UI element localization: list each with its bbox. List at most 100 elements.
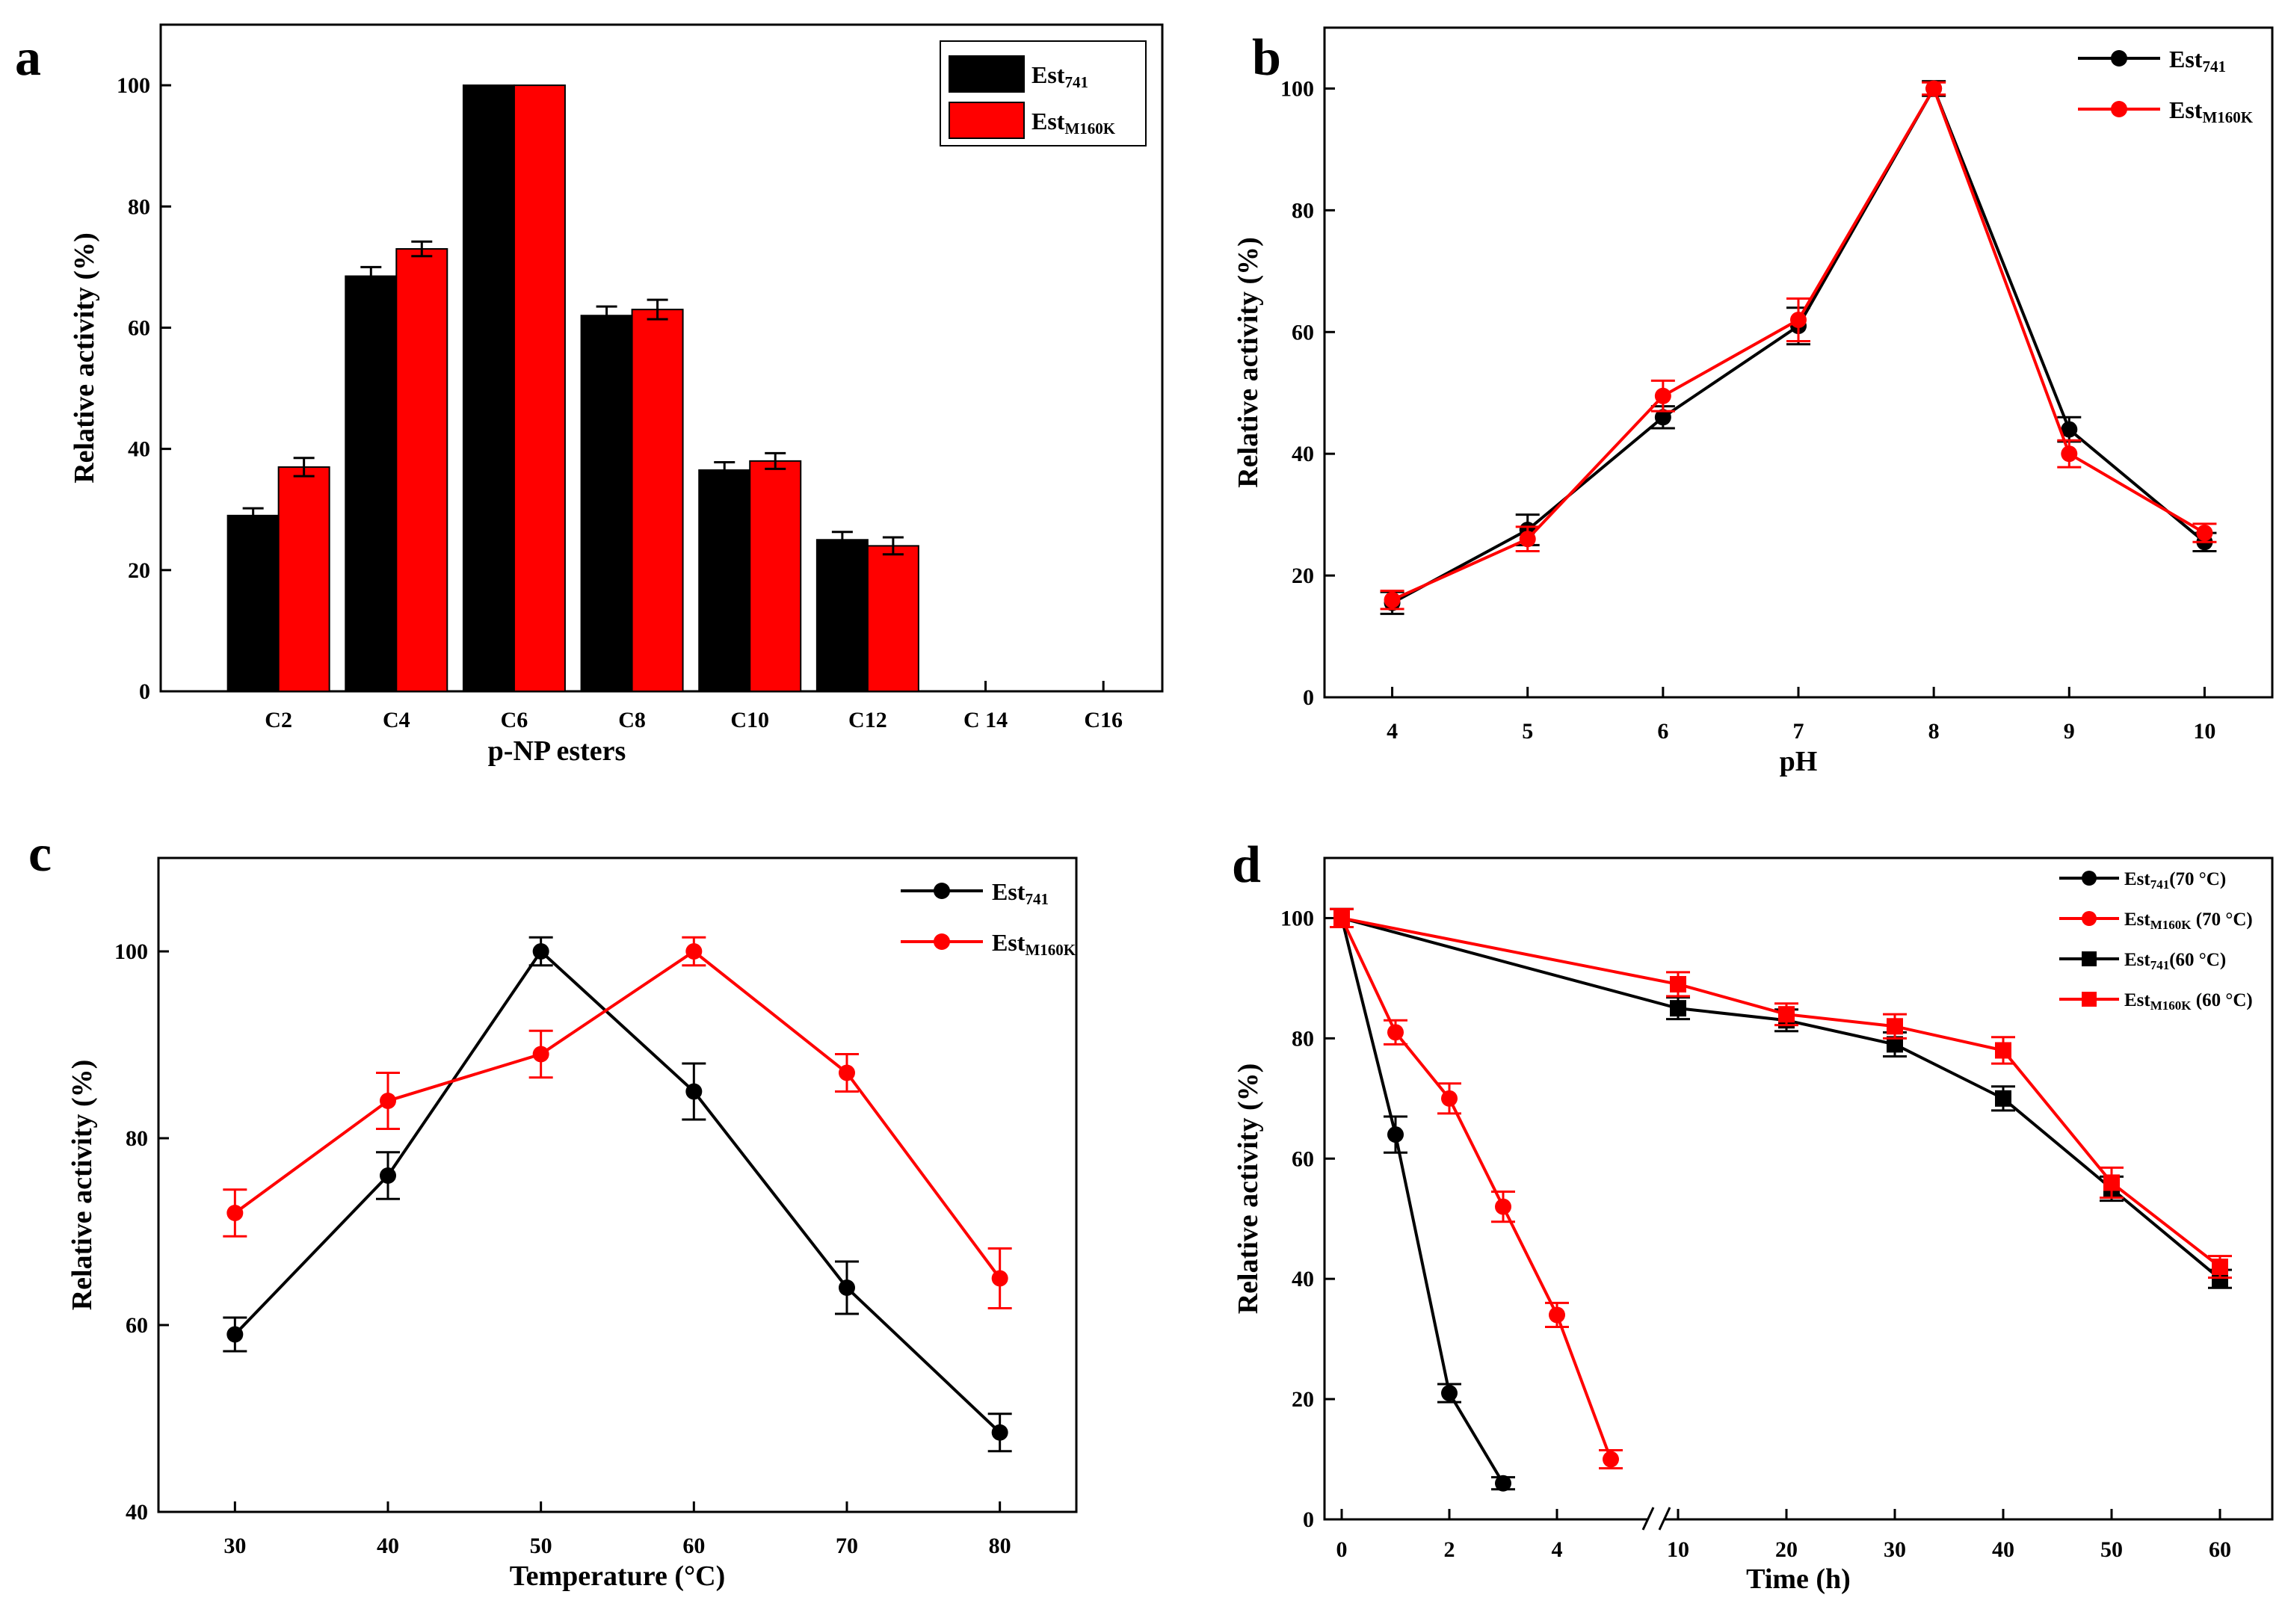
a-y-tick-label: 40 <box>128 437 150 462</box>
d-line-74170C <box>1340 917 1505 1484</box>
a-x-tick-label-C6: C6 <box>501 708 528 732</box>
b-point-M160K-circle-marker <box>2061 445 2078 463</box>
d-line-M160K60C <box>1341 916 2221 1268</box>
a-bar-741-C6 <box>462 84 515 693</box>
a-legend-label-741: Est741 <box>1031 61 1088 91</box>
c-y-tick-label: 40 <box>126 1500 148 1525</box>
d-x-tick-label: 30 <box>1884 1537 1906 1562</box>
d-x-tick-label: 2 <box>1444 1537 1455 1562</box>
b-point-M160K-circle-marker <box>1519 531 1536 548</box>
d-point-M160K-circle-marker <box>1603 1451 1619 1468</box>
d-point-M160K-square-marker <box>1778 1006 1795 1023</box>
c-x-axis-label: Temperature (°C) <box>510 1560 726 1592</box>
d-point-M160K-square-marker <box>1887 1018 1903 1035</box>
b-x-axis-label: pH <box>1780 746 1818 777</box>
d-legend-marker-3-square-marker <box>2082 992 2097 1007</box>
b-y-tick-label: 20 <box>1292 564 1314 588</box>
c-y-tick-label: 80 <box>126 1126 148 1151</box>
b-x-tick-label: 10 <box>2193 719 2215 744</box>
d-axis-break-mark <box>1641 1507 1655 1531</box>
c-legend-label-741: Est741 <box>992 878 1049 908</box>
a-bar-741-C10 <box>698 469 751 692</box>
b-point-M160K-circle-marker <box>1384 591 1401 608</box>
a-bar-M160K-C4 <box>395 248 448 692</box>
d-point-M160K-square-marker <box>1995 1042 2011 1059</box>
panel-letter-c: c <box>28 825 52 883</box>
a-legend-label-M160K: EstM160K <box>1031 108 1116 138</box>
b-legend-marker-741-circle-marker <box>2111 50 2127 67</box>
c-point-M160K-circle-marker <box>991 1270 1008 1287</box>
panel-letter-d: d <box>1232 836 1261 894</box>
c-legend-marker-M160K-circle-marker <box>934 933 950 950</box>
c-line-741 <box>233 948 1002 1434</box>
c-point-741-circle-marker <box>839 1279 855 1296</box>
d-axis-break-gap <box>1648 1504 1665 1534</box>
panel-a-bar-chart: 0 20 40 60 80 100 Relative activity (%) C2 C4 C6 C… <box>69 23 1164 767</box>
d-point-M160K-square-marker <box>2212 1259 2228 1276</box>
c-point-741-circle-marker <box>226 1326 244 1343</box>
c-y-tick-label: 60 <box>126 1313 148 1338</box>
d-y-axis-label: Relative activity (%) <box>1233 1063 1264 1315</box>
d-point-741-circle-marker <box>1495 1475 1511 1492</box>
d-point-741-square-marker <box>1670 1000 1686 1017</box>
c-point-M160K-circle-marker <box>380 1093 396 1109</box>
d-x-axis-label: Time (h) <box>1746 1563 1851 1595</box>
a-bar-741-C4 <box>345 275 398 692</box>
a-x-tick-label-C14: C 14 <box>963 708 1008 732</box>
a-bar-741-C12 <box>815 539 869 692</box>
panel-letter-b: b <box>1252 29 1281 87</box>
b-y-tick-label: 80 <box>1292 198 1314 223</box>
d-legend-label-1: EstM160K (70 °C) <box>2124 910 2253 932</box>
b-point-M160K-circle-marker <box>1925 80 1943 97</box>
d-legend-marker-1-circle-marker <box>2082 911 2097 926</box>
d-x-tick-label: 60 <box>2209 1537 2231 1562</box>
d-point-741-square-marker <box>1995 1090 2011 1107</box>
b-y-tick-label: 40 <box>1292 442 1314 466</box>
b-legend-marker-M160K-circle-marker <box>2111 101 2127 117</box>
d-axis-break-mark <box>1658 1507 1671 1531</box>
b-point-M160K-circle-marker <box>1790 311 1807 328</box>
b-plot-frame <box>1323 26 2274 699</box>
b-x-tick-label: 6 <box>1657 719 1668 744</box>
b-x-tick-label: 9 <box>2064 719 2075 744</box>
d-plot-frame <box>1323 856 2274 1521</box>
d-y-tick-label: 80 <box>1292 1026 1314 1051</box>
c-point-741-circle-marker <box>685 1083 703 1100</box>
d-x-tick-label: 50 <box>2100 1537 2123 1562</box>
panel-d-time-chart: 0 20 40 60 80 100 Relative activity (%) 0 2 4 10 20… <box>1233 856 2274 1595</box>
panel-letter-a: a <box>15 29 41 87</box>
a-bar-M160K-C12 <box>866 545 919 693</box>
d-line-M160K70C <box>1340 917 1612 1460</box>
d-legend-label-2: Est741(60 °C) <box>2124 950 2226 972</box>
d-point-741-circle-marker <box>1387 1126 1404 1143</box>
c-legend-label-M160K: EstM160K <box>992 929 1076 959</box>
c-y-tick-label: 100 <box>114 939 148 964</box>
d-point-741-circle-marker <box>1441 1385 1458 1402</box>
a-y-axis-label: Relative activity (%) <box>69 232 100 484</box>
d-legend-label-3: EstM160K (60 °C) <box>2124 990 2253 1013</box>
a-y-tick-label: 0 <box>139 679 150 704</box>
b-legend-label-M160K: EstM160K <box>2169 96 2254 126</box>
d-x-tick-label: 4 <box>1552 1537 1563 1562</box>
a-bar-M160K-C2 <box>277 466 330 692</box>
b-point-M160K-circle-marker <box>1654 387 1671 404</box>
d-x-tick-label: 20 <box>1775 1537 1798 1562</box>
b-y-tick-label: 100 <box>1280 76 1314 101</box>
a-bar-M160K-C6 <box>513 84 566 693</box>
b-legend-label-741: Est741 <box>2169 46 2226 75</box>
b-y-tick-label: 0 <box>1303 685 1314 710</box>
b-point-741-circle-marker <box>1654 409 1671 426</box>
c-x-tick-label: 50 <box>530 1534 552 1558</box>
d-x-tick-label: 10 <box>1667 1537 1689 1562</box>
b-x-tick-label: 8 <box>1928 719 1940 744</box>
d-point-M160K-square-marker <box>2103 1174 2120 1191</box>
c-point-M160K-circle-marker <box>532 1046 549 1063</box>
c-point-M160K-circle-marker <box>685 943 703 960</box>
a-x-tick-label-C4: C4 <box>383 708 410 732</box>
d-y-tick-label: 0 <box>1303 1507 1314 1532</box>
a-y-tick-label: 20 <box>128 558 150 583</box>
b-y-tick-label: 60 <box>1292 320 1314 345</box>
d-y-tick-label: 100 <box>1280 906 1314 930</box>
c-legend-marker-741-circle-marker <box>934 883 950 899</box>
